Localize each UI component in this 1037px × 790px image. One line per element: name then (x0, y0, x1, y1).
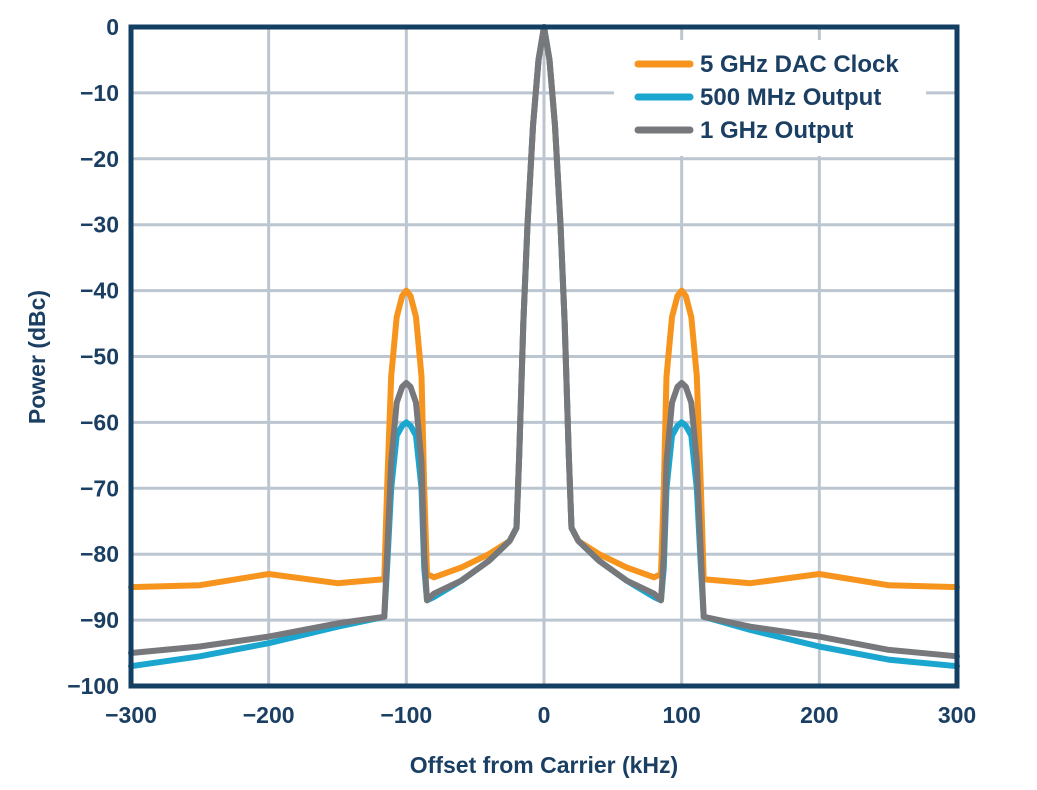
y-tick-label: −10 (80, 80, 119, 106)
y-tick-label: −40 (80, 278, 119, 304)
x-tick-label: −300 (105, 702, 157, 728)
legend: 5 GHz DAC Clock 500 MHz Output 1 GHz Outpu… (614, 40, 926, 156)
x-tick-label: −200 (243, 702, 295, 728)
x-tick-label: 300 (938, 702, 976, 728)
x-tick-label: 100 (662, 702, 700, 728)
y-tick-label: −30 (80, 212, 119, 238)
legend-entry: 1 GHz Output (700, 117, 853, 144)
x-tick-label: −100 (380, 702, 432, 728)
x-tick-label: 0 (538, 702, 551, 728)
y-tick-label: −80 (80, 541, 119, 567)
y-tick-label: −60 (80, 409, 119, 435)
tick-labels: −300 −200 −100 0 100 200 300 0 −10 −20 −30 −40 −50 −6… (67, 14, 976, 728)
y-tick-label: 0 (106, 14, 119, 40)
plot-frame (128, 24, 960, 689)
y-tick-label: −20 (80, 146, 119, 172)
y-tick-label: −100 (67, 673, 119, 699)
y-tick-label: −70 (80, 475, 119, 501)
legend-entry: 5 GHz DAC Clock (700, 51, 899, 78)
y-tick-label: −50 (80, 344, 119, 370)
x-axis-label: Offset from Carrier (kHz) (410, 752, 678, 778)
y-axis-label: Power (dBc) (24, 290, 50, 424)
x-tick-label: 200 (800, 702, 838, 728)
y-tick-label: −90 (80, 607, 119, 633)
legend-entry: 500 MHz Output (700, 84, 881, 111)
